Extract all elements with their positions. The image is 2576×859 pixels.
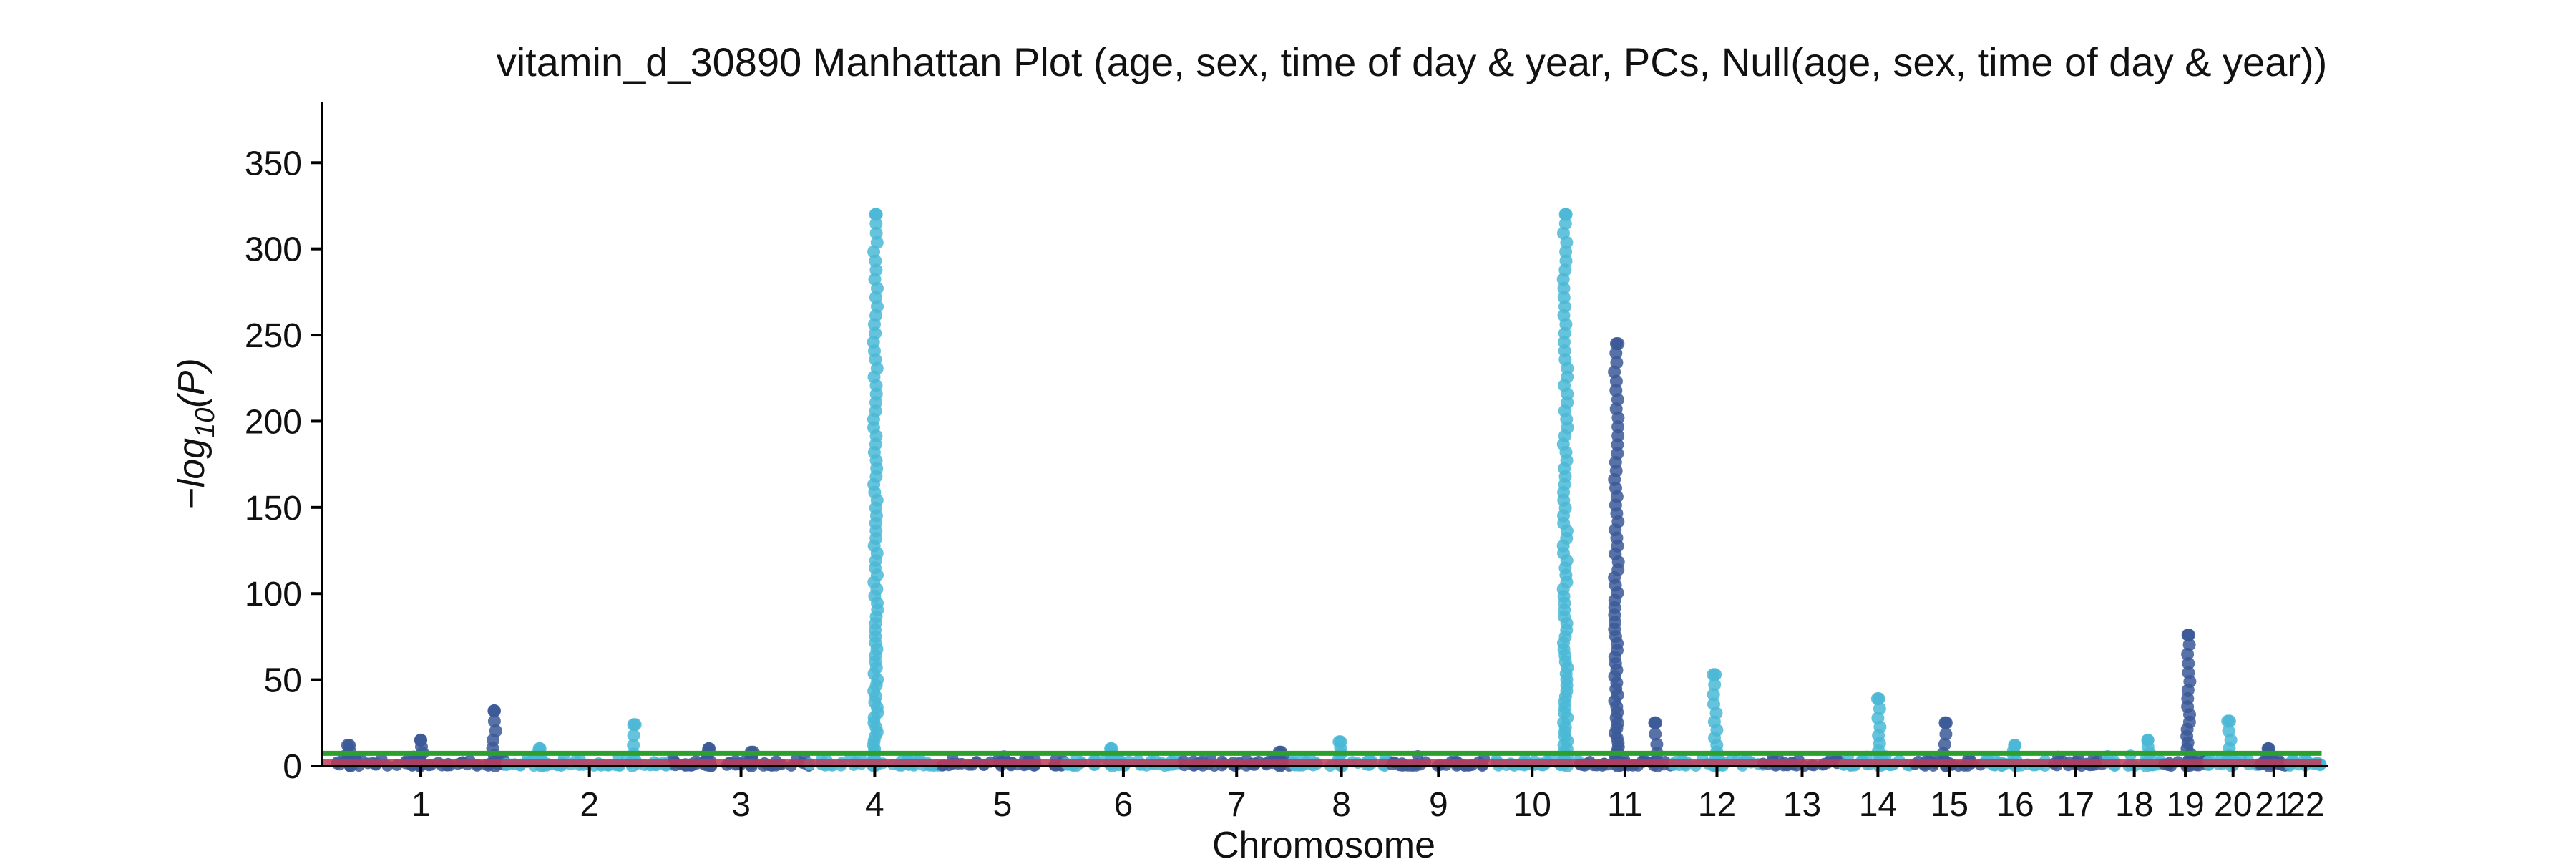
data-point bbox=[627, 729, 640, 742]
data-point bbox=[2182, 666, 2195, 679]
data-point bbox=[2222, 724, 2235, 738]
data-point bbox=[1709, 668, 1722, 681]
data-point bbox=[489, 724, 502, 738]
data-point bbox=[1938, 737, 1951, 751]
x-tick-label: 20 bbox=[2214, 786, 2252, 824]
baseline-band bbox=[322, 759, 2322, 766]
data-point bbox=[487, 704, 501, 717]
data-point bbox=[1558, 208, 1572, 221]
data-point bbox=[869, 208, 882, 221]
data-point bbox=[1610, 337, 1623, 351]
data-point bbox=[1872, 692, 1885, 706]
data-point bbox=[1559, 254, 1573, 268]
y-tick-label: 150 bbox=[245, 490, 302, 528]
x-tick-label: 12 bbox=[1698, 786, 1736, 824]
data-point bbox=[2182, 656, 2195, 670]
data-point bbox=[2141, 733, 2155, 747]
data-point bbox=[1650, 737, 1664, 751]
x-tick-label: 14 bbox=[1859, 786, 1897, 824]
y-tick-label: 350 bbox=[245, 145, 302, 183]
data-point bbox=[2009, 739, 2021, 752]
x-tick-label: 7 bbox=[1227, 786, 1246, 824]
data-point bbox=[1610, 356, 1624, 369]
y-tick-label: 100 bbox=[245, 576, 302, 613]
x-tick-label: 13 bbox=[1783, 786, 1821, 824]
data-point bbox=[1707, 697, 1720, 711]
data-point bbox=[1559, 245, 1573, 258]
data-point bbox=[1649, 716, 1662, 729]
x-tick-label: 8 bbox=[1332, 786, 1351, 824]
x-tick-label: 4 bbox=[865, 786, 884, 824]
x-tick-label: 5 bbox=[993, 786, 1013, 824]
data-point bbox=[627, 718, 640, 732]
data-point bbox=[2181, 647, 2195, 661]
y-axis-label-tail: (P) bbox=[171, 358, 213, 407]
data-point bbox=[1707, 688, 1720, 702]
data-point bbox=[1611, 429, 1625, 442]
y-tick-label: 250 bbox=[245, 317, 302, 355]
data-point bbox=[487, 714, 501, 728]
data-point bbox=[2182, 638, 2196, 651]
y-tick-label: 300 bbox=[245, 231, 302, 269]
data-point bbox=[869, 263, 883, 277]
x-tick-label: 1 bbox=[411, 786, 431, 824]
x-tick-label: 11 bbox=[1607, 786, 1643, 824]
data-point bbox=[870, 236, 884, 249]
data-points bbox=[331, 208, 2327, 772]
data-point bbox=[869, 226, 883, 240]
x-tick-label: 2 bbox=[580, 786, 599, 824]
x-tick-label: 21 bbox=[2255, 786, 2293, 824]
reference-lines bbox=[322, 750, 2322, 766]
y-tick-label: 200 bbox=[245, 403, 302, 441]
x-tick-label: 17 bbox=[2057, 786, 2094, 824]
x-tick-label: 10 bbox=[1513, 786, 1551, 824]
data-point bbox=[1939, 727, 1953, 741]
data-point bbox=[1334, 735, 1347, 749]
y-axis-label-main: −log bbox=[171, 438, 213, 510]
data-point bbox=[2223, 714, 2236, 728]
y-axis-ticks: 0 50 100 150 200 250 300 350 bbox=[245, 145, 322, 786]
x-tick-label: 22 bbox=[2286, 786, 2324, 824]
data-point bbox=[1938, 716, 1952, 729]
data-point bbox=[1708, 678, 1722, 691]
data-point bbox=[1609, 384, 1623, 397]
data-point bbox=[414, 733, 428, 747]
y-tick-label: 0 bbox=[283, 748, 302, 786]
chart-title: vitamin_d_30890 Manhattan Plot (age, sex… bbox=[497, 39, 2328, 84]
y-axis-label-sub: 10 bbox=[190, 408, 220, 438]
data-point bbox=[2182, 629, 2195, 641]
y-tick-label: 50 bbox=[264, 662, 302, 700]
data-point bbox=[1649, 727, 1662, 741]
x-tick-label: 16 bbox=[1996, 786, 2034, 824]
data-point bbox=[343, 739, 356, 752]
data-point bbox=[1873, 702, 1886, 715]
x-tick-label: 6 bbox=[1114, 786, 1133, 824]
data-point bbox=[1557, 291, 1571, 304]
x-axis-label: Chromosome bbox=[1212, 825, 1435, 859]
x-tick-label: 15 bbox=[1931, 786, 1968, 824]
data-point bbox=[1611, 447, 1624, 460]
x-tick-label: 19 bbox=[2166, 786, 2204, 824]
data-point bbox=[869, 217, 883, 230]
x-tick-label: 9 bbox=[1429, 786, 1448, 824]
x-tick-label: 18 bbox=[2115, 786, 2153, 824]
y-axis-label: −log10(P) bbox=[171, 358, 220, 509]
data-point bbox=[627, 739, 640, 752]
data-point bbox=[1611, 420, 1625, 434]
x-tick-label: 3 bbox=[731, 786, 751, 824]
data-point bbox=[1558, 217, 1572, 230]
